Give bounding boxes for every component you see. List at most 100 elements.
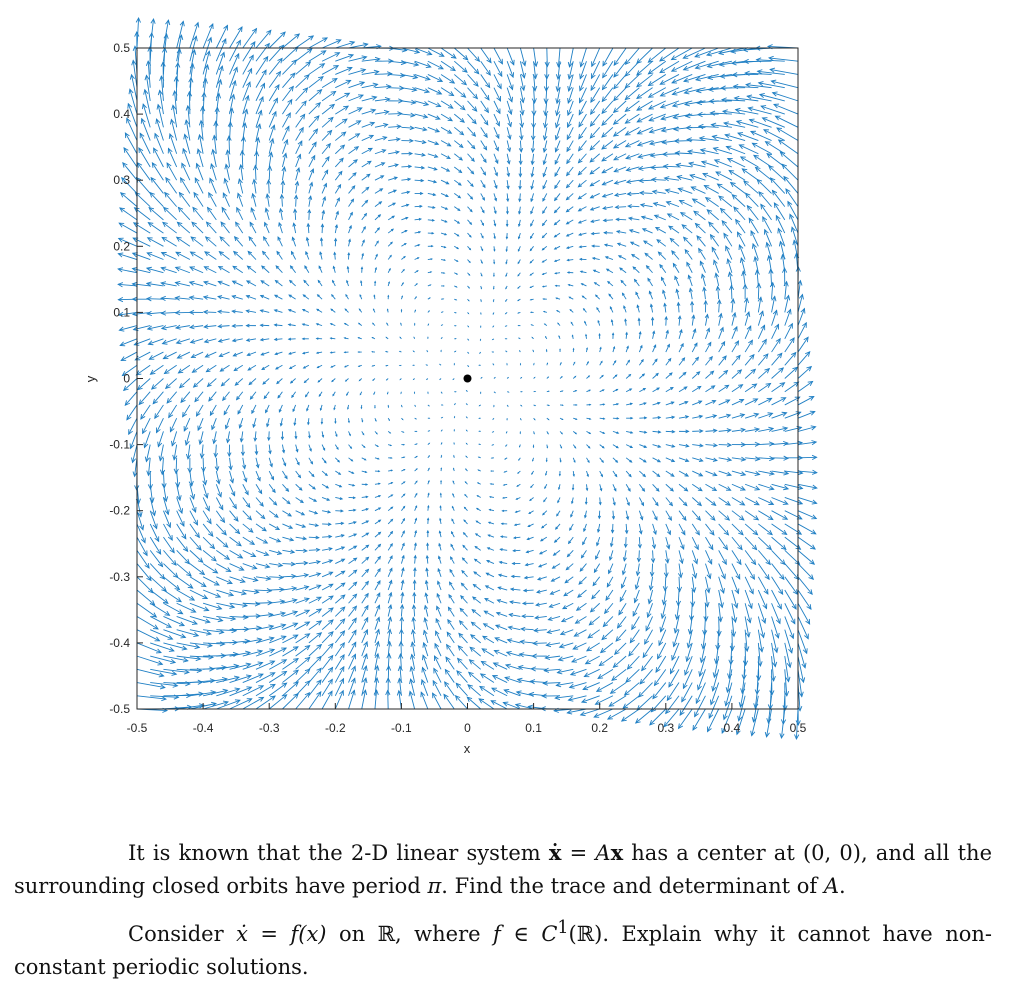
vector-arrow <box>301 337 309 341</box>
vector-arrow <box>121 364 138 377</box>
y-axis-label: y <box>83 375 98 382</box>
y-tick-label: -0.2 <box>109 504 130 518</box>
vector-arrow <box>440 179 450 185</box>
vector-arrow <box>255 672 276 683</box>
vector-arrow <box>499 548 508 552</box>
vector-arrow <box>440 454 443 458</box>
vector-arrow <box>224 163 230 181</box>
vector-arrow <box>504 676 521 683</box>
vector-arrow <box>398 350 402 353</box>
vector-arrow <box>454 245 460 250</box>
vector-arrow <box>295 483 303 491</box>
vector-arrow <box>307 418 310 426</box>
vector-arrow <box>518 457 521 461</box>
vector-arrow <box>268 659 288 670</box>
vector-arrow <box>454 219 461 224</box>
vector-arrow <box>186 90 193 115</box>
vector-arrow <box>176 576 194 589</box>
vector-arrow <box>308 63 326 75</box>
vector-arrow <box>321 497 331 501</box>
vector-arrow <box>163 536 175 554</box>
vector-arrow <box>446 643 455 657</box>
vector-arrow <box>295 167 301 181</box>
vector-arrow <box>277 391 283 399</box>
vector-arrow <box>126 404 138 421</box>
vector-arrow <box>440 311 444 313</box>
vector-arrow <box>160 281 177 287</box>
vector-arrow <box>493 272 495 278</box>
vector-arrow <box>374 579 381 591</box>
vector-arrow <box>304 391 310 398</box>
vector-arrow <box>321 583 334 591</box>
vector-arrow <box>518 166 523 178</box>
vector-arrow <box>387 555 393 564</box>
vector-arrow <box>454 285 458 288</box>
vector-arrow <box>262 378 270 385</box>
vector-arrow <box>412 579 417 591</box>
vector-arrow <box>467 100 478 112</box>
vector-arrow <box>334 642 345 657</box>
vector-arrow <box>332 265 336 273</box>
vector-arrow <box>242 576 259 582</box>
vector-arrow <box>280 179 286 194</box>
vector-arrow <box>226 135 232 154</box>
vector-arrow <box>211 417 217 431</box>
vector-arrow <box>374 188 384 194</box>
vector-arrow <box>335 131 347 141</box>
vector-arrow <box>475 507 481 512</box>
vector-arrow <box>302 364 310 369</box>
vector-arrow <box>519 349 521 353</box>
vector-arrow <box>228 457 233 471</box>
vector-arrow <box>374 507 382 512</box>
vector-arrow <box>517 298 521 302</box>
vector-arrow <box>215 510 226 524</box>
vector-arrow <box>268 151 274 168</box>
vector-arrow <box>203 629 225 635</box>
vector-arrow <box>441 272 446 274</box>
vector-arrow <box>231 323 243 328</box>
vector-arrow <box>518 153 523 166</box>
vector-arrow <box>308 608 323 617</box>
vector-arrow <box>505 246 508 253</box>
vector-arrow <box>348 431 351 437</box>
vector-arrow <box>348 224 352 234</box>
vector-arrow <box>252 178 258 194</box>
vector-arrow <box>478 404 481 407</box>
vector-arrow <box>176 484 182 502</box>
vector-arrow <box>467 351 470 354</box>
vector-arrow <box>154 132 164 154</box>
vector-arrow <box>119 338 138 347</box>
vector-arrow <box>480 74 491 89</box>
vector-arrow <box>401 177 412 182</box>
vector-arrow <box>414 139 427 145</box>
vector-arrow <box>294 180 300 194</box>
vector-arrow <box>175 251 191 260</box>
vector-arrow <box>387 591 393 604</box>
vector-arrow <box>414 257 420 260</box>
vector-arrow <box>317 378 323 383</box>
vector-arrow <box>282 510 293 517</box>
vector-arrow <box>255 95 264 115</box>
vector-arrow <box>388 163 399 168</box>
vector-arrow <box>176 563 192 577</box>
vector-arrow <box>269 549 283 555</box>
vector-arrow <box>321 169 329 181</box>
vector-arrow <box>401 99 417 105</box>
vector-arrow <box>504 325 508 327</box>
vector-arrow <box>750 708 759 737</box>
vector-arrow <box>357 337 362 340</box>
vector-arrow <box>242 27 258 49</box>
vector-arrow <box>508 612 521 618</box>
vector-arrow <box>334 677 345 696</box>
x-tick-label: 0.1 <box>525 721 542 735</box>
vector-arrow <box>202 563 219 574</box>
vector-arrow <box>157 89 164 115</box>
vector-arrow <box>374 616 381 630</box>
vector-arrow <box>247 250 257 260</box>
vector-arrow <box>386 308 389 313</box>
vector-arrow <box>136 523 146 544</box>
vector-arrow <box>414 152 426 157</box>
vector-arrow <box>401 493 406 498</box>
vector-arrow <box>401 190 411 194</box>
vector-arrow <box>176 523 187 540</box>
